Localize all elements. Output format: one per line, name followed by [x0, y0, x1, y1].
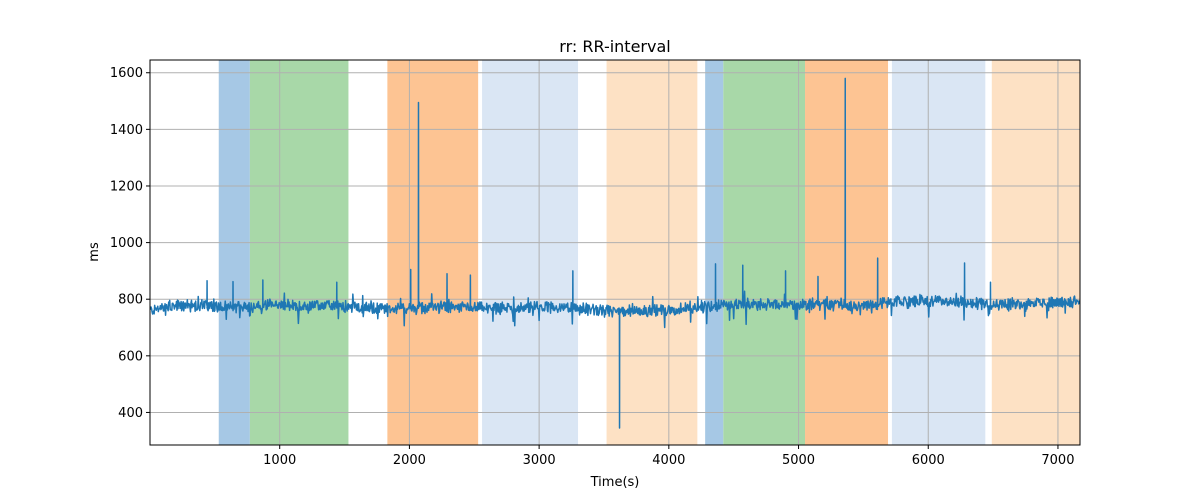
shaded-region-9 — [891, 60, 986, 445]
y-axis-title: ms — [87, 242, 102, 262]
y-tick-label: 1600 — [110, 66, 143, 81]
shaded-regions — [218, 60, 1080, 445]
y-tick-label: 600 — [118, 349, 143, 364]
shaded-region-5 — [606, 60, 698, 445]
chart-title: rr: RR-interval — [559, 37, 670, 56]
y-tick-label: 400 — [118, 406, 143, 421]
x-tick-label: 2000 — [393, 453, 426, 468]
shaded-region-2 — [249, 60, 349, 445]
x-axis-ticks: 1000 2000 3000 4000 5000 6000 7000 — [263, 445, 1074, 468]
grid-lines — [150, 60, 1080, 445]
rr-interval-series-line — [150, 77, 1080, 429]
shaded-region-1 — [218, 60, 250, 445]
plot-frame — [149, 59, 1081, 446]
x-tick-label: 6000 — [912, 453, 945, 468]
y-tick-label: 1400 — [110, 123, 143, 138]
shaded-region-3 — [387, 60, 479, 445]
shaded-region-4 — [482, 60, 579, 445]
shaded-region-7 — [723, 60, 806, 445]
shaded-region-10 — [991, 60, 1080, 445]
y-axis-ticks: 400 600 800 1000 1200 1400 1600 — [110, 66, 150, 421]
y-tick-label: 1200 — [110, 179, 143, 194]
series-layer — [150, 77, 1080, 429]
y-tick-label: 800 — [118, 293, 143, 308]
shaded-region-6 — [705, 60, 724, 445]
y-tick-label: 1000 — [110, 236, 143, 251]
x-tick-label: 5000 — [782, 453, 815, 468]
shaded-region-8 — [805, 60, 889, 445]
x-tick-label: 1000 — [263, 453, 296, 468]
x-tick-label: 7000 — [1041, 453, 1074, 468]
x-tick-label: 4000 — [652, 453, 685, 468]
x-axis-title: Time(s) — [590, 475, 640, 490]
x-tick-label: 3000 — [523, 453, 556, 468]
